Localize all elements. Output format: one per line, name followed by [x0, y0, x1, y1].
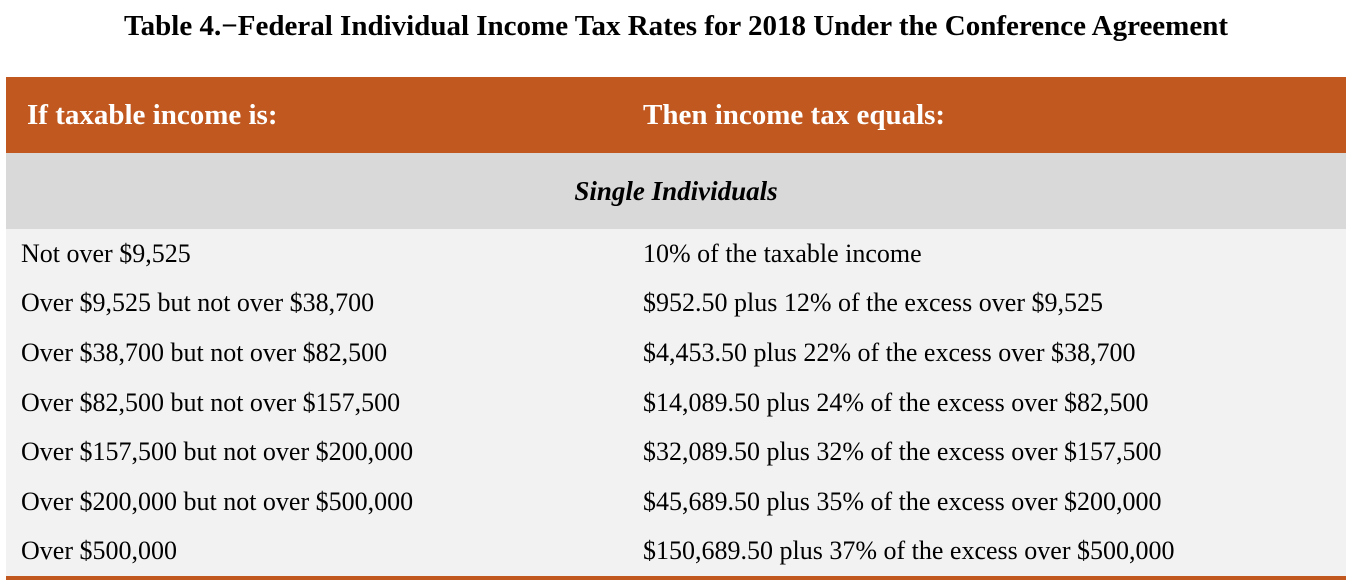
taxable-income-cell: Over $200,000 but not over $500,000 — [21, 486, 414, 516]
tax-rate-table: If taxable income is: Then income tax eq… — [6, 77, 1346, 581]
income-tax-cell: $32,089.50 plus 32% of the excess over $… — [643, 437, 1162, 467]
income-tax-cell: 10% of the taxable income — [643, 238, 922, 268]
income-tax-cell: $14,089.50 plus 24% of the excess over $… — [643, 387, 1149, 417]
section-header: Single Individuals — [6, 153, 1346, 229]
table-row: Over $500,000 $150,689.50 plus 37% of the… — [6, 527, 1346, 577]
income-tax-cell: $45,689.50 plus 35% of the excess over $… — [643, 486, 1162, 516]
taxable-income-cell: Over $82,500 but not over $157,500 — [21, 387, 401, 417]
table-row: Over $9,525 but not over $38,700 $952.50 … — [6, 279, 1346, 329]
taxable-income-cell: Over $500,000 — [21, 536, 177, 566]
table-title: Table 4.−Federal Individual Income Tax R… — [124, 10, 1228, 42]
column-header-taxable-income: If taxable income is: — [27, 98, 278, 131]
taxable-income-cell: Not over $9,525 — [21, 238, 191, 268]
table-row: Over $200,000 but not over $500,000 $45,6… — [6, 477, 1346, 527]
table-row: Over $38,700 but not over $82,500 $4,453.… — [6, 328, 1346, 378]
table-header-row: If taxable income is: Then income tax eq… — [6, 77, 1346, 153]
income-tax-cell: $952.50 plus 12% of the excess over $9,5… — [643, 288, 1103, 318]
table-row: Over $82,500 but not over $157,500 $14,08… — [6, 378, 1346, 428]
taxable-income-cell: Over $157,500 but not over $200,000 — [21, 437, 414, 467]
taxable-income-cell: Over $9,525 but not over $38,700 — [21, 288, 375, 318]
income-tax-cell: $150,689.50 plus 37% of the excess over … — [643, 536, 1175, 566]
table-body: Not over $9,525 10% of the taxable income… — [6, 229, 1346, 581]
income-tax-cell: $4,453.50 plus 22% of the excess over $3… — [643, 337, 1136, 367]
table-row: Over $157,500 but not over $200,000 $32,0… — [6, 427, 1346, 477]
table-row: Not over $9,525 10% of the taxable income — [6, 229, 1346, 279]
taxable-income-cell: Over $38,700 but not over $82,500 — [21, 337, 388, 367]
column-header-income-tax: Then income tax equals: — [643, 98, 946, 131]
